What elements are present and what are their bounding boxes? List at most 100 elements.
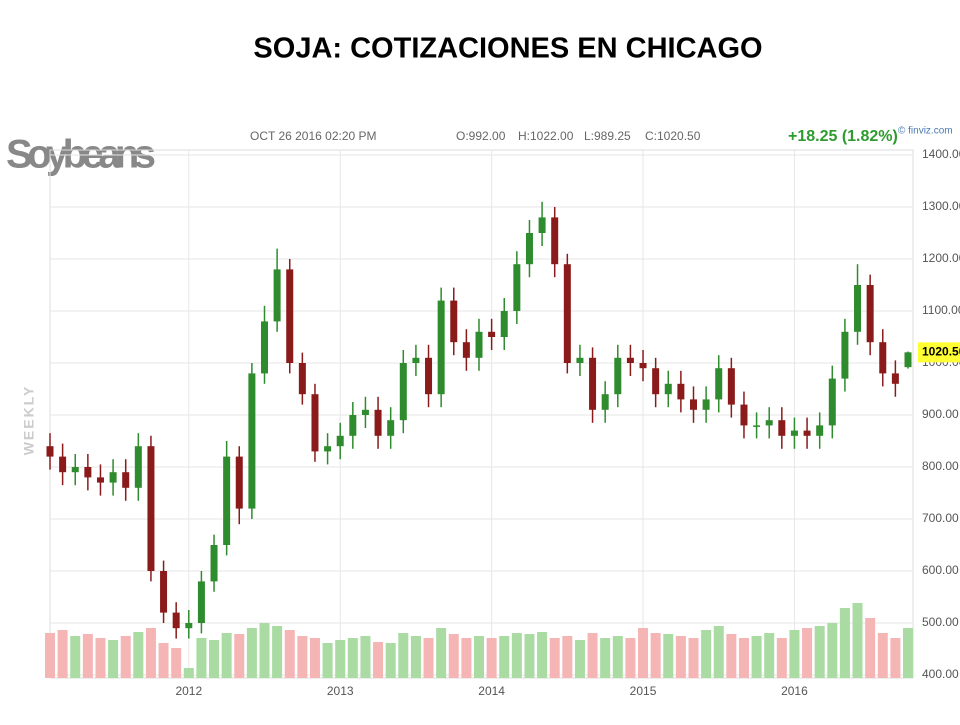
volume-bar — [234, 634, 245, 678]
candle-body — [261, 321, 268, 374]
volume-bar — [297, 636, 308, 678]
y-tick-label: 1100.00 — [922, 303, 960, 317]
x-tick-label: 2014 — [478, 684, 505, 698]
candle-body — [576, 357, 584, 363]
candle-body — [475, 331, 483, 358]
volume-bar — [57, 630, 68, 678]
volume-bar — [751, 636, 762, 678]
volume-bar — [385, 643, 396, 678]
volume-bar — [284, 630, 295, 678]
candle-body — [702, 399, 710, 410]
candle-body — [513, 264, 521, 311]
volume-bar — [713, 626, 724, 678]
candle-body — [324, 446, 332, 452]
candle-body — [551, 217, 559, 265]
volume-bar — [272, 626, 283, 678]
plot-frame — [49, 149, 914, 679]
page-title: SOJA: COTIZACIONES EN CHICAGO — [253, 33, 762, 65]
candle-body — [841, 331, 849, 379]
candle-body — [601, 394, 609, 410]
volume-bar — [259, 623, 270, 678]
candle-body — [790, 430, 798, 436]
candle-body — [311, 394, 319, 452]
volume-bar — [95, 638, 106, 678]
candle-body — [437, 300, 445, 395]
volume-bar — [675, 636, 686, 678]
volume-bar — [549, 638, 560, 678]
candle-body — [563, 264, 571, 363]
candle-body — [803, 430, 811, 436]
source: © finviz.com — [898, 126, 953, 137]
candle-body — [210, 545, 218, 582]
volume-bar — [70, 636, 81, 678]
candle-body — [488, 331, 496, 337]
candle-body — [652, 368, 660, 395]
candle-body — [753, 425, 761, 427]
candle-body — [866, 285, 874, 343]
volume-bar — [309, 638, 320, 678]
volume-bar — [903, 628, 913, 678]
candle-body — [46, 446, 54, 457]
candle-body — [816, 425, 824, 436]
candle-body — [412, 357, 420, 363]
volume-bar — [221, 633, 232, 678]
candle-body — [361, 409, 369, 415]
volume-bar — [802, 628, 813, 678]
volume-bar — [612, 636, 623, 678]
high-header: H:1022.00 — [518, 129, 574, 143]
volume-bar — [448, 634, 459, 678]
candle-body — [273, 269, 281, 322]
candle-body — [525, 233, 533, 265]
volume-bar — [45, 633, 55, 678]
volume-bar — [574, 640, 585, 678]
y-tick-label: 800.00 — [922, 459, 959, 473]
volume-bar — [537, 632, 548, 678]
period: WEEKLY — [21, 385, 37, 456]
volume-bar — [827, 623, 838, 678]
volume-bar — [814, 626, 825, 678]
volume-bar — [423, 638, 434, 678]
y-tick-label: 1400.00 — [922, 147, 960, 161]
volume-bar — [322, 643, 333, 678]
last-price-label: 1020.50 — [922, 345, 960, 359]
volume-bar — [246, 628, 257, 678]
change: +18.25 (1.82%) — [788, 128, 898, 145]
volume-bar — [625, 638, 636, 678]
candle-body — [235, 456, 243, 509]
y-tick-label: 500.00 — [922, 615, 959, 629]
candle-body — [71, 467, 79, 473]
candle-body — [109, 472, 117, 483]
y-tick-label: 900.00 — [922, 407, 959, 421]
candle-body — [349, 415, 357, 436]
candle-body — [778, 420, 786, 436]
volume-bar — [171, 648, 182, 678]
volume-bar — [511, 633, 522, 678]
candle-body — [425, 357, 433, 395]
candle-body — [639, 363, 647, 369]
candle-body — [374, 409, 382, 436]
volume-bar — [398, 633, 409, 678]
volume-bar — [638, 628, 649, 678]
volume-bar — [347, 638, 358, 678]
candle-body — [223, 456, 231, 545]
volume-bar — [839, 608, 850, 678]
volume-bar — [524, 634, 535, 678]
volume-bar — [562, 636, 573, 678]
volume-bar — [373, 642, 384, 678]
volume-bar — [499, 636, 510, 678]
volume-bar — [587, 633, 598, 678]
candle-body — [765, 420, 773, 426]
close-header: C:1020.50 — [645, 129, 701, 143]
x-tick-label: 2013 — [327, 684, 354, 698]
volume-bar — [688, 638, 699, 678]
candle-body — [690, 399, 697, 410]
volume-bar — [474, 636, 484, 678]
candle-body — [59, 456, 67, 473]
candle-body — [160, 571, 168, 613]
y-tick-label: 400.00 — [922, 667, 959, 681]
volume-bar — [410, 636, 421, 678]
candle-body — [664, 383, 672, 395]
volume-bar — [108, 640, 119, 678]
